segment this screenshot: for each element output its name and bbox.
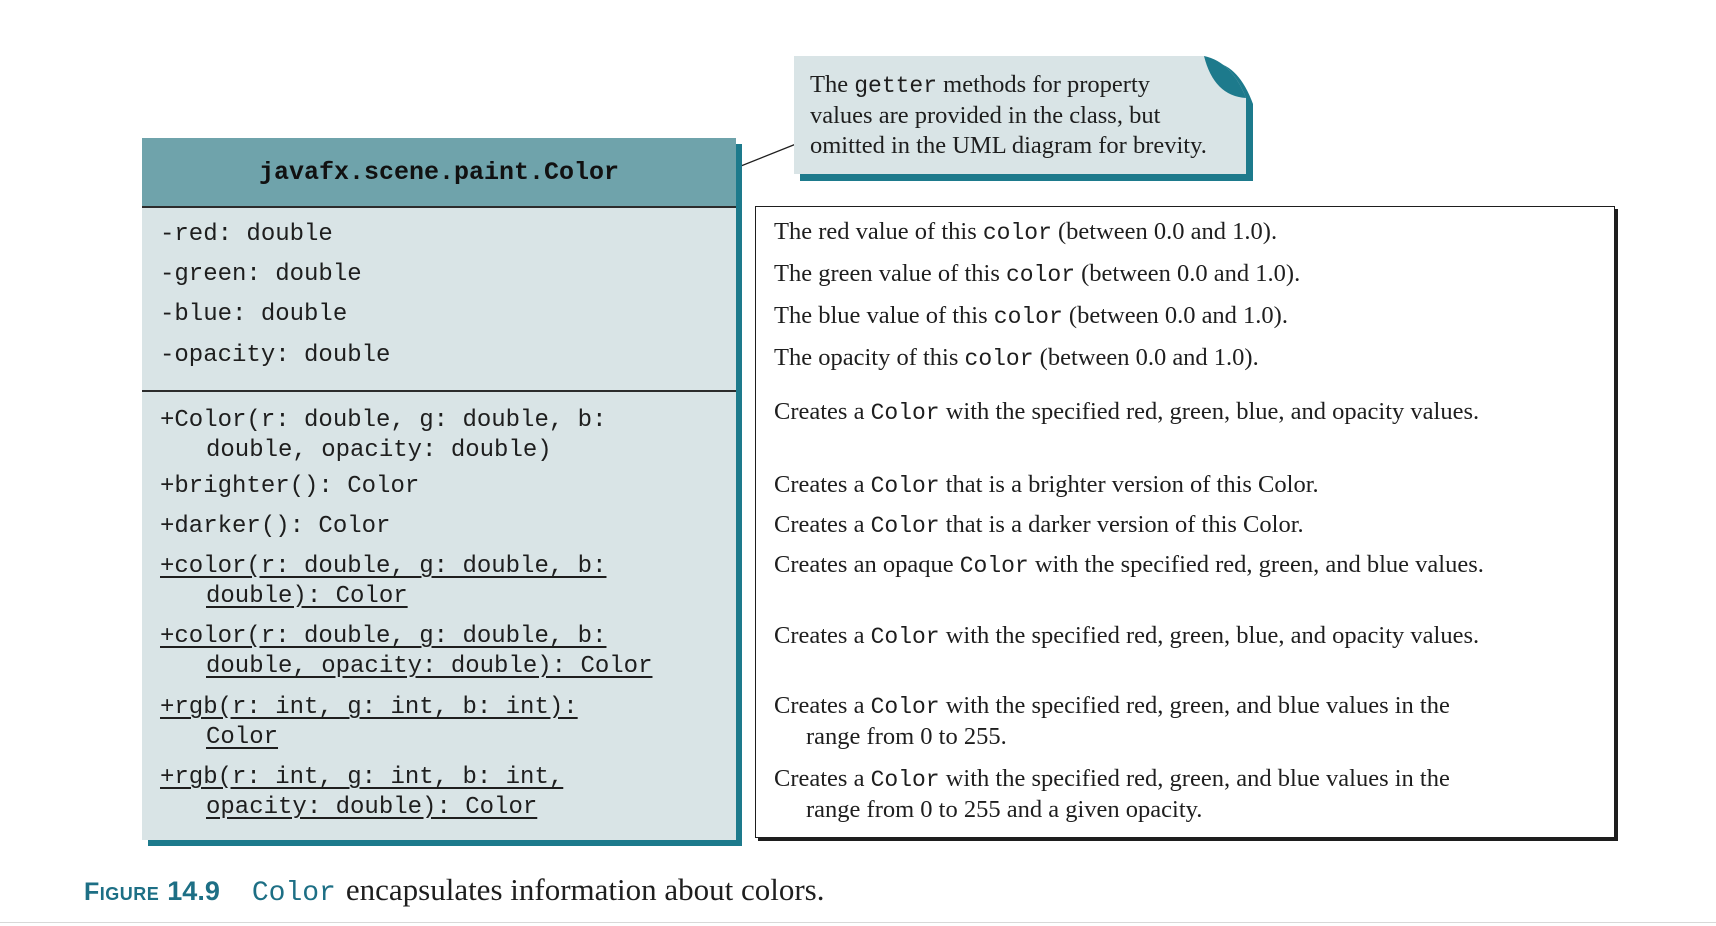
note-text: The getter methods for property values a… [810,70,1207,161]
description-code: color [982,220,1052,246]
description-text: The opacity of this [774,344,965,371]
caption-text: encapsulates information about colors. [345,872,825,907]
note-text-part: methods for property [937,71,1151,98]
description-green: The green value of this color (between 0… [774,259,1300,290]
method-constructor: +Color(r: double, g: double, b: double, … [160,406,606,466]
method-line: +darker(): Color [160,513,391,540]
method-line: +color(r: double, g: double, b: [160,553,607,580]
method-line: +brighter(): Color [160,473,420,500]
attribute-green: -green: double [160,261,362,288]
description-rgb-opacity: Creates a Color with the specified red, … [774,764,1450,825]
note-line-3: omitted in the UML diagram for brevity. [810,132,1207,159]
description-darker: Creates a Color that is a darker version… [774,510,1304,541]
uml-class-name: javafx.scene.paint.Color [142,138,736,208]
method-color-rgba: +color(r: double, g: double, b: double, … [160,622,652,682]
description-code: color [1005,262,1075,288]
attribute-opacity: -opacity: double [160,342,391,369]
description-text: The blue value of this [774,302,994,329]
uml-note: The getter methods for property values a… [794,56,1259,181]
method-rgb-opacity: +rgb(r: int, g: int, b: int, opacity: do… [160,763,563,823]
description-text: Creates a [774,622,871,649]
description-code: Color [870,473,940,499]
method-line-continued: Color [206,724,279,751]
method-line: +color(r: double, g: double, b: [160,623,607,650]
method-rgb: +rgb(r: int, g: int, b: int): Color [160,693,578,753]
description-text: The red value of this [774,218,983,245]
method-darker: +darker(): Color [160,512,390,542]
description-code: Color [959,553,1029,579]
note-shape [794,56,1253,181]
description-box: The red value of this color (between 0.0… [755,206,1615,838]
description-text: that is a darker version of this Color. [939,511,1304,538]
description-code: Color [870,400,940,426]
description-red: The red value of this color (between 0.0… [774,217,1277,248]
method-color-rgb: +color(r: double, g: double, b: double):… [160,552,606,612]
description-continued: range from 0 to 255 and a given opacity. [806,796,1203,823]
caption-code: Color [251,878,336,909]
description-code: color [993,304,1063,330]
description-text: Creates an opaque [774,551,960,578]
method-brighter: +brighter(): Color [160,472,419,502]
description-code: color [964,346,1034,372]
description-opacity: The opacity of this color (between 0.0 a… [774,343,1259,374]
method-line-continued: double, opacity: double) [206,437,552,464]
method-line-continued: opacity: double): Color [206,794,538,821]
description-text: with the specified red, green, blue, and… [939,622,1480,649]
description-text: that is a brighter version of this Color… [939,471,1319,498]
description-rgb: Creates a Color with the specified red, … [774,691,1450,752]
description-text: Creates a [774,471,871,498]
description-constructor: Creates a Color with the specified red, … [774,397,1479,428]
method-line: +rgb(r: int, g: int, b: int, [160,764,564,791]
method-line: +Color(r: double, g: double, b: [160,407,607,434]
description-blue: The blue value of this color (between 0.… [774,301,1288,332]
uml-attributes-section: -red: double -green: double -blue: doubl… [142,208,736,392]
description-text: (between 0.0 and 1.0). [1075,260,1301,287]
description-text: with the specified red, green, and blue … [939,692,1450,719]
attribute-red: -red: double [160,221,333,248]
description-text: with the specified red, green, blue, and… [939,398,1480,425]
method-line-continued: double): Color [206,583,408,610]
description-continued: range from 0 to 255. [806,723,1007,750]
description-text: (between 0.0 and 1.0). [1051,218,1278,245]
description-code: Color [870,694,940,720]
description-text: Creates a [774,398,871,425]
description-text: Creates a [774,511,871,538]
figure-label: Figure [84,878,160,906]
description-text: with the specified red, green, and blue … [939,765,1450,792]
note-text-part: The [810,71,855,98]
figure-number: 14.9 [167,876,220,906]
note-line-2: values are provided in the class, but [810,102,1161,129]
note-code: getter [854,73,938,99]
description-text: with the specified red, green, and blue … [1028,551,1484,578]
method-line-continued: double, opacity: double): Color [206,653,653,680]
class-name-text: javafx.scene.paint.Color [258,157,620,187]
description-text: (between 0.0 and 1.0). [1033,344,1259,371]
page-divider [0,922,1716,923]
description-brighter: Creates a Color that is a brighter versi… [774,470,1319,501]
method-line: +rgb(r: int, g: int, b: int): [160,694,578,721]
description-code: Color [870,513,940,539]
uml-methods-section: +Color(r: double, g: double, b: double, … [142,392,736,840]
description-text: (between 0.0 and 1.0). [1062,302,1288,329]
description-text: Creates a [774,765,871,792]
description-code: Color [870,624,940,650]
description-color-rgba: Creates a Color with the specified red, … [774,621,1479,652]
description-code: Color [870,767,940,793]
description-text: The green value of this [774,260,1006,287]
uml-class-box: javafx.scene.paint.Color -red: double -g… [142,138,736,840]
attribute-blue: -blue: double [160,301,348,328]
description-text: Creates a [774,692,871,719]
description-color-rgb: Creates an opaque Color with the specifi… [774,550,1484,581]
note-line-1: The getter methods for property [810,70,1207,101]
figure-caption: Figure 14.9 Color encapsulates informati… [84,872,825,909]
